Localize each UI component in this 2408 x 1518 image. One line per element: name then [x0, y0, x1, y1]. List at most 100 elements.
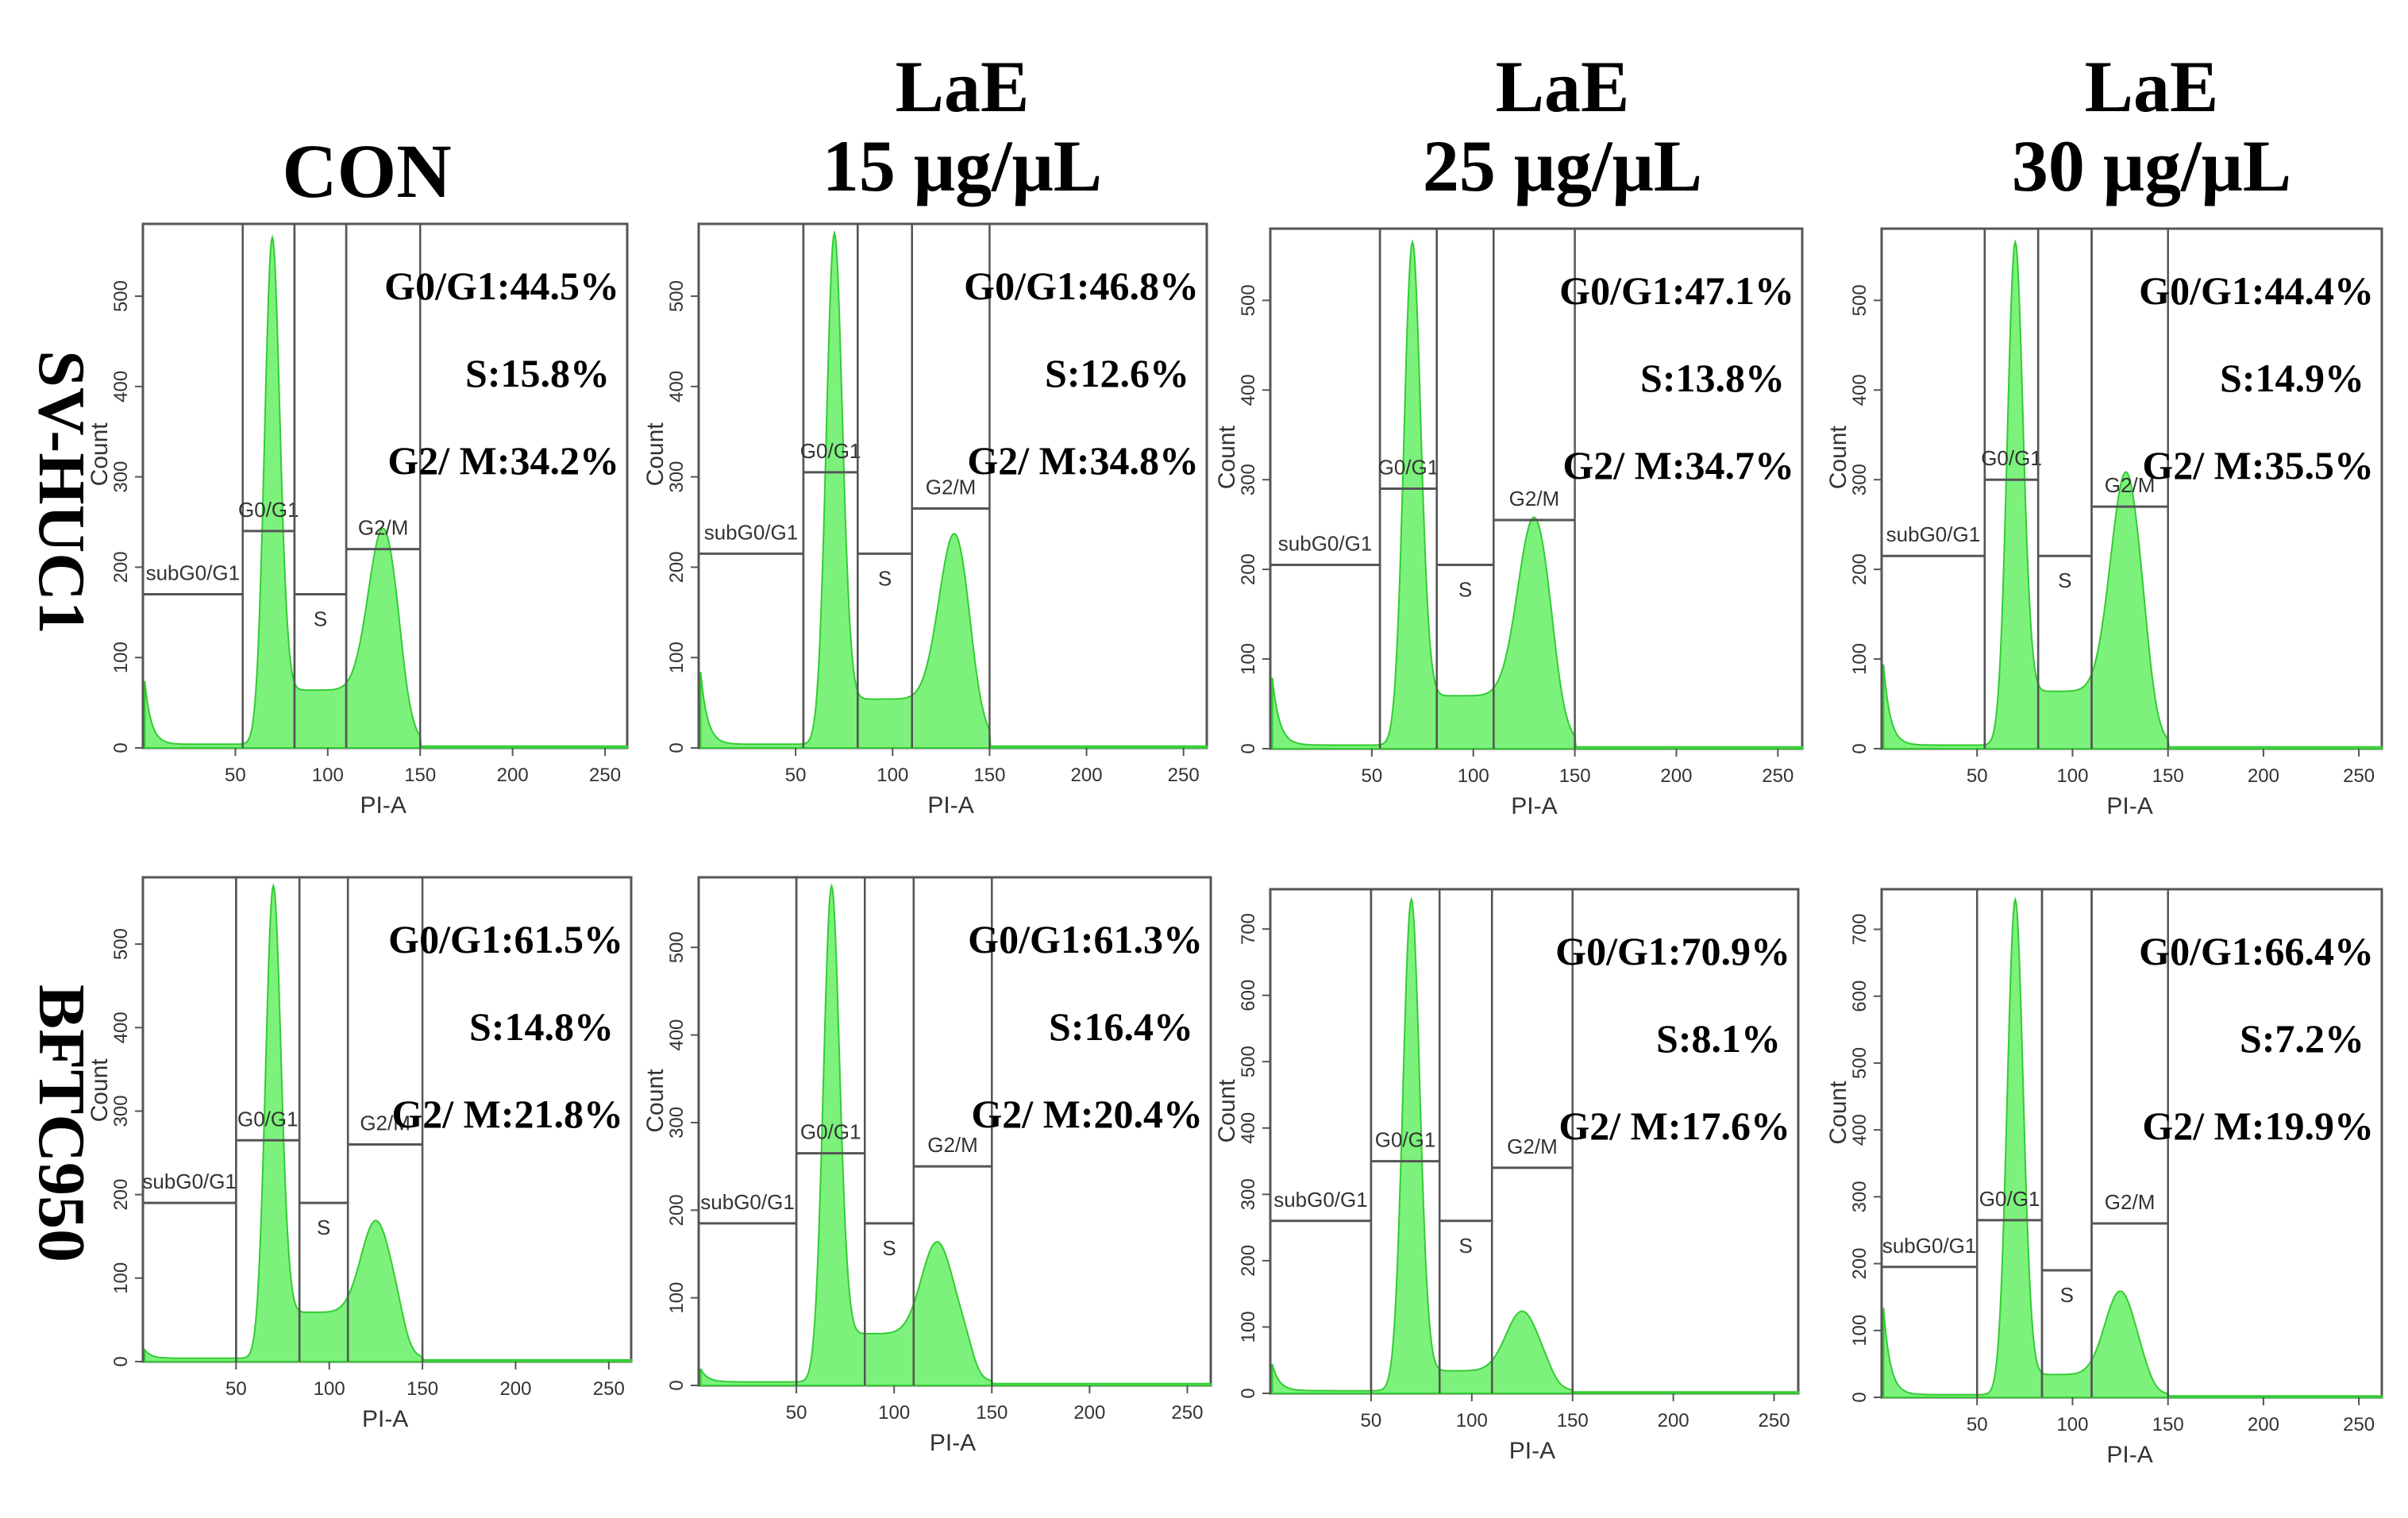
gate-label: G0/G1: [238, 498, 299, 522]
plot-frame: [1269, 888, 1800, 1395]
x-axis-label: PI-A: [1509, 1438, 1555, 1464]
y-tick-label: 400: [1238, 1112, 1259, 1144]
x-tick-label: 100: [2056, 765, 2088, 787]
stat-g0g1: G0/G1:46.8%: [964, 264, 1199, 308]
y-axis-label: Count: [642, 422, 668, 487]
gate-g2m: G2/M: [2090, 229, 2169, 749]
gate-label: G2/M: [926, 475, 977, 499]
gate-g2m: G2/M: [1490, 889, 1574, 1393]
gate-label: S: [317, 1216, 330, 1239]
gate-label: S: [878, 566, 892, 590]
y-tick-label: 400: [110, 371, 132, 403]
y-tick-label: 0: [1849, 743, 1871, 753]
x-tick-label: 150: [1557, 1410, 1589, 1431]
gate-subg0g1: subG0/G1: [141, 224, 244, 748]
histogram-area: [1271, 239, 1803, 749]
y-axis-label: Count: [1825, 426, 1851, 490]
x-tick-label: 150: [404, 765, 436, 786]
gate-label: S: [2060, 1283, 2074, 1307]
x-tick-label: 250: [593, 1378, 625, 1400]
gate-label: subG0/G1: [1273, 1188, 1368, 1212]
gate-label: G2/M: [2105, 473, 2156, 497]
gate-g2m: G2/M: [911, 224, 991, 748]
y-tick-label: 400: [1849, 1114, 1871, 1146]
x-axis-label: PI-A: [360, 792, 406, 819]
x-tick-label: 150: [2152, 765, 2184, 787]
stat-g0g1: G0/G1:66.4%: [2139, 929, 2374, 973]
x-tick-label: 250: [1762, 765, 1793, 787]
x-axis-label: PI-A: [2106, 793, 2152, 819]
x-tick-label: 50: [1361, 1410, 1382, 1431]
x-axis-label: PI-A: [362, 1406, 408, 1432]
histogram-area: [699, 883, 1212, 1386]
gate-label: G0/G1: [237, 1107, 299, 1131]
stat-g2m: G2/ M:34.7%: [1562, 443, 1794, 487]
panel-bf-25: subG0/G1 G0/G1 S G2/M 50 100 150 200 250 0 100 200 3…: [1214, 888, 1800, 1464]
y-tick-label: 200: [1849, 553, 1871, 585]
x-tick-label: 50: [225, 765, 246, 786]
stat-g2m: G2/ M:19.9%: [2142, 1104, 2374, 1148]
gate-g0g1: G0/G1: [795, 877, 866, 1385]
stat-s: S:15.8%: [465, 351, 610, 395]
y-tick-label: 600: [1238, 980, 1259, 1011]
x-tick-label: 200: [2248, 765, 2279, 787]
x-tick-label: 200: [1071, 765, 1103, 786]
gate-label: G2/M: [360, 1112, 410, 1135]
gate-label: G2/M: [1509, 487, 1560, 510]
gate-g2m: G2/M: [1493, 229, 1576, 749]
x-tick-label: 150: [973, 765, 1005, 786]
x-tick-label: 150: [406, 1378, 438, 1400]
y-tick-label: 500: [1849, 1047, 1871, 1079]
stat-g2m: G2/ M:34.2%: [387, 438, 619, 483]
stat-g2m: G2/ M:17.6%: [1558, 1104, 1790, 1148]
y-axis-label: Count: [87, 422, 113, 487]
x-tick-label: 50: [786, 1402, 807, 1424]
stat-g0g1: G0/G1:44.4%: [2139, 268, 2374, 313]
gate-label: subG0/G1: [1886, 522, 1981, 546]
x-tick-label: 250: [1171, 1402, 1203, 1424]
x-tick-label: 150: [976, 1402, 1008, 1424]
panel-sv-25: subG0/G1 G0/G1 S G2/M 50 100 150 200 250 0 100 200 3…: [1214, 227, 1804, 819]
y-tick-label: 300: [1238, 1178, 1259, 1210]
y-axis-label: Count: [1214, 1079, 1240, 1143]
column-titles: CON LaE 15 μg/μL LaE 25 μg/μL LaE 30 μg/…: [282, 46, 2291, 214]
y-tick-label: 300: [110, 1095, 132, 1127]
x-tick-label: 50: [1967, 1414, 1988, 1435]
x-tick-label: 50: [785, 765, 807, 786]
y-tick-label: 200: [1238, 1245, 1259, 1277]
x-tick-label: 250: [1759, 1410, 1790, 1431]
stat-s: S:14.9%: [2220, 356, 2364, 400]
y-tick-label: 500: [110, 928, 132, 960]
col-title-30-line1: LaE: [2085, 46, 2219, 127]
panel-sv-con: subG0/G1 G0/G1 S G2/M 50 100 150 200 250 0 100 200 3…: [87, 222, 629, 819]
gate-label: G2/M: [1507, 1135, 1558, 1158]
y-tick-label: 100: [110, 1262, 132, 1294]
gate-label: G2/M: [927, 1133, 978, 1157]
gate-label: G0/G1: [1981, 446, 2042, 470]
x-tick-label: 200: [1073, 1402, 1105, 1424]
y-tick-label: 500: [110, 280, 132, 312]
y-tick-label: 100: [1849, 1315, 1871, 1347]
x-tick-label: 250: [1168, 765, 1200, 786]
y-tick-label: 500: [1238, 284, 1259, 316]
y-tick-label: 0: [666, 1380, 688, 1390]
panel-sv-30: subG0/G1 G0/G1 S G2/M 50 100 150 200 250 0 100 200 3…: [1825, 227, 2383, 819]
y-tick-label: 300: [1849, 1181, 1871, 1212]
stat-g0g1: G0/G1:61.3%: [968, 917, 1203, 961]
col-title-con: CON: [282, 129, 451, 214]
histogram-area: [1882, 896, 2383, 1398]
y-tick-label: 0: [110, 742, 132, 753]
row-title-bftc950: BFTC950: [25, 984, 98, 1262]
x-tick-label: 100: [312, 765, 344, 786]
stat-s: S:13.8%: [1640, 356, 1785, 400]
gate-label: S: [1459, 1234, 1473, 1258]
x-tick-label: 200: [1658, 1410, 1689, 1431]
row-title-sv-huc1: SV-HUC1: [25, 350, 98, 634]
y-tick-label: 400: [666, 1019, 688, 1051]
gate-label: G0/G1: [1378, 456, 1439, 480]
y-tick-label: 100: [110, 641, 132, 673]
y-axis-label: Count: [87, 1058, 113, 1123]
gate-label: G2/M: [358, 516, 409, 540]
stat-g0g1: G0/G1:70.9%: [1555, 929, 1790, 973]
